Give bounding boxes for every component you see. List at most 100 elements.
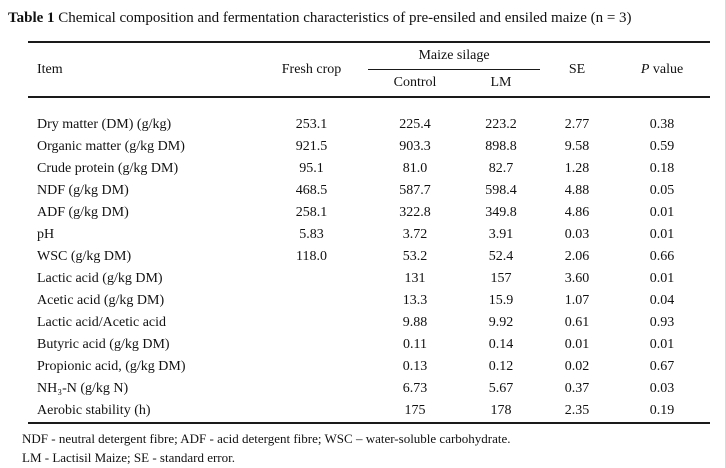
col-group-maize-silage: Maize silage <box>368 42 541 70</box>
col-header-control: Control <box>393 75 437 90</box>
row-value: 3.72 <box>402 227 428 242</box>
row-value: 0.02 <box>564 359 590 374</box>
row-value: 0.19 <box>649 403 675 418</box>
row-value <box>255 378 368 400</box>
table-caption-number: Table 1 <box>8 10 55 26</box>
col-header-lm: LM <box>490 75 512 90</box>
row-item-label: WSC (g/kg DM) <box>37 249 132 264</box>
row-value: 6.73 <box>402 381 428 396</box>
row-value: 81.0 <box>402 161 428 176</box>
row-value: 53.2 <box>402 249 428 264</box>
row-value <box>255 312 368 334</box>
row-item-label: Crude protein (g/kg DM) <box>37 161 179 176</box>
row-value: 0.14 <box>488 337 514 352</box>
row-item-label: pH <box>37 227 55 242</box>
col-header-item: Item <box>37 61 63 77</box>
table-caption: Table 1 Chemical composition and ferment… <box>0 0 725 28</box>
row-value: 0.05 <box>649 183 675 198</box>
row-value: 468.5 <box>295 183 328 198</box>
row-value: 2.06 <box>564 249 590 264</box>
row-item-label: Butyric acid (g/kg DM) <box>37 337 170 352</box>
row-value: 598.4 <box>485 183 517 198</box>
row-value: 0.37 <box>564 381 590 396</box>
row-value: 0.01 <box>649 337 675 352</box>
row-value <box>255 356 368 378</box>
row-value: 2.77 <box>564 117 590 132</box>
row-item-label: Lactic acid (g/kg DM) <box>37 271 163 286</box>
row-value: 587.7 <box>399 183 431 198</box>
footnote-definitions: LM - Lactisil Maize; SE - standard error… <box>22 450 235 465</box>
row-value: 4.86 <box>564 205 590 220</box>
table-row: ADF (g/kg DM) 258.1 322.8 349.8 4.86 0.01 <box>28 202 710 224</box>
row-value: 82.7 <box>488 161 514 176</box>
row-value: 0.67 <box>649 359 675 374</box>
row-value: 898.8 <box>485 139 517 154</box>
row-value: 5.83 <box>299 227 324 242</box>
row-value: 0.01 <box>649 227 675 242</box>
row-item-label: NH₃-N (g/kg N) <box>37 381 129 396</box>
row-value: 0.03 <box>649 381 675 396</box>
spacer-row <box>28 97 710 114</box>
row-item-label: Organic matter (g/kg DM) <box>37 139 185 154</box>
table-body: Dry matter (DM) (g/kg) 253.1 225.4 223.2 2.7… <box>28 97 710 423</box>
table-row: Lactic acid/Acetic acid 9.88 9.92 0.61 0.93 <box>28 312 710 334</box>
row-value: 0.04 <box>649 293 675 308</box>
row-value: 9.58 <box>564 139 590 154</box>
row-value: 0.03 <box>564 227 590 242</box>
row-value: 157 <box>490 271 512 286</box>
row-value: 921.5 <box>295 139 328 154</box>
row-value: 1.07 <box>564 293 590 308</box>
row-value: 1.28 <box>564 161 590 176</box>
row-value: 225.4 <box>399 117 431 132</box>
row-item-label: Lactic acid/Acetic acid <box>37 315 167 330</box>
row-value: 0.01 <box>564 337 590 352</box>
col-header-se: SE <box>568 61 586 77</box>
row-value: 0.11 <box>403 337 427 352</box>
row-value <box>255 268 368 290</box>
row-value: 52.4 <box>488 249 514 264</box>
row-value: 4.88 <box>564 183 590 198</box>
row-value <box>255 290 368 312</box>
table-caption-text: Chemical composition and fermentation ch… <box>54 10 632 26</box>
footnote-abbreviations: NDF - neutral detergent fibre; ADF - aci… <box>22 431 511 446</box>
table-row: Butyric acid (g/kg DM) 0.11 0.14 0.01 0.01 <box>28 334 710 356</box>
row-item-label: ADF (g/kg DM) <box>37 205 129 220</box>
row-value <box>255 334 368 356</box>
row-value: 118.0 <box>296 249 327 264</box>
row-value: 0.61 <box>564 315 590 330</box>
row-value: 0.01 <box>649 205 675 220</box>
table-row: Dry matter (DM) (g/kg) 253.1 225.4 223.2 2.7… <box>28 114 710 136</box>
row-value: 9.88 <box>402 315 428 330</box>
table-row: Organic matter (g/kg DM) 921.5 903.3 898.8 9… <box>28 136 710 158</box>
table-row: Lactic acid (g/kg DM) 131 157 3.60 0.01 <box>28 268 710 290</box>
row-value: 0.38 <box>649 117 675 132</box>
row-value: 0.13 <box>402 359 428 374</box>
table-header: Item Fresh crop Maize silage SE P value … <box>28 42 711 97</box>
row-value: 0.93 <box>649 315 675 330</box>
row-value: 3.91 <box>488 227 514 242</box>
row-item-label: NDF (g/kg DM) <box>37 183 129 198</box>
row-value: 0.59 <box>649 139 675 154</box>
p-value-italic: P <box>640 61 650 77</box>
col-header-p-value: P value <box>614 42 710 97</box>
col-header-fresh-crop: Fresh crop <box>281 61 342 77</box>
row-item-label: Propionic acid, (g/kg DM) <box>37 359 186 374</box>
row-value: 175 <box>404 403 426 418</box>
row-value: 13.3 <box>402 293 428 308</box>
table-row: Crude protein (g/kg DM) 95.1 81.0 82.7 1.28 0… <box>28 158 710 180</box>
row-value: 9.92 <box>488 315 514 330</box>
row-value: 5.67 <box>488 381 514 396</box>
table-row: WSC (g/kg DM) 118.0 53.2 52.4 2.06 0.66 <box>28 246 710 268</box>
row-item-label: Acetic acid (g/kg DM) <box>37 293 165 308</box>
row-value: 0.18 <box>649 161 675 176</box>
row-value: 0.12 <box>488 359 514 374</box>
table-row: NH₃-N (g/kg N) 6.73 5.67 0.37 0.03 <box>28 378 710 400</box>
table-row: Propionic acid, (g/kg DM) 0.13 0.12 0.02 0.6… <box>28 356 710 378</box>
row-value: 903.3 <box>399 139 431 154</box>
table-row: Aerobic stability (h) 175 178 2.35 0.19 <box>28 400 710 423</box>
row-value <box>255 400 368 423</box>
row-value: 131 <box>404 271 426 286</box>
row-value: 349.8 <box>485 205 517 220</box>
table-row: Acetic acid (g/kg DM) 13.3 15.9 1.07 0.04 <box>28 290 710 312</box>
